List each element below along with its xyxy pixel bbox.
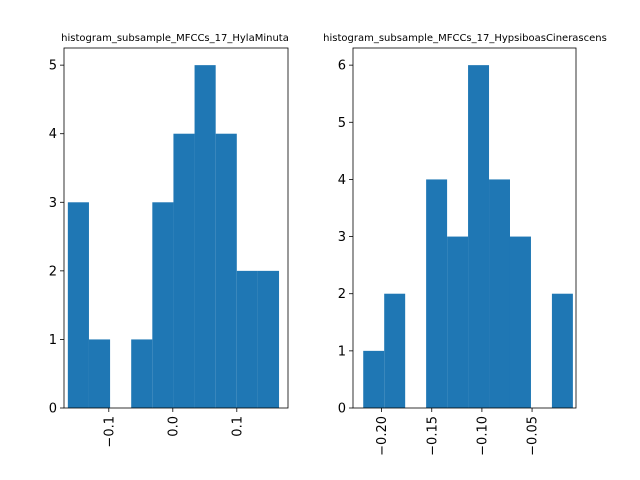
x-axis-ticks: −0.1 0.0 0.1 xyxy=(102,408,245,448)
y-tick-label: 5 xyxy=(338,116,346,131)
histogram-bar xyxy=(131,339,153,408)
y-axis-ticks: 0 1 2 3 4 5 xyxy=(49,59,64,417)
histogram-bar xyxy=(173,133,195,408)
histogram-bar xyxy=(509,236,531,408)
histogram-bar xyxy=(67,202,89,408)
y-tick-label: 0 xyxy=(338,402,346,417)
x-tick-label: −0.15 xyxy=(425,416,440,456)
histogram-bar xyxy=(384,293,406,408)
x-tick-label: −0.1 xyxy=(102,416,117,448)
y-tick-label: 3 xyxy=(338,230,346,245)
histogram-hylaminuta: histogram_subsample_MFCCs_17_HylaMinuta … xyxy=(49,33,289,448)
histogram-hypsiboascinerascens: histogram_subsample_MFCCs_17_HypsiboasCi… xyxy=(323,33,607,456)
y-tick-label: 4 xyxy=(49,127,57,142)
y-tick-label: 2 xyxy=(338,287,346,302)
histogram-bar xyxy=(447,236,469,408)
x-tick-label: −0.05 xyxy=(526,416,541,456)
axes-frame xyxy=(352,47,577,409)
x-tick-label: −0.10 xyxy=(475,416,490,456)
y-tick-label: 3 xyxy=(49,196,57,211)
histogram-bar xyxy=(194,65,216,408)
bars xyxy=(67,65,280,408)
y-tick-label: 1 xyxy=(49,333,57,348)
axes-frame xyxy=(63,47,289,409)
chart-title: histogram_subsample_MFCCs_17_HypsiboasCi… xyxy=(323,33,607,44)
histogram-bar xyxy=(426,179,448,408)
x-tick-label: −0.20 xyxy=(375,416,390,456)
y-tick-label: 4 xyxy=(338,173,346,188)
histogram-bar xyxy=(152,202,174,408)
y-tick-label: 6 xyxy=(338,59,346,74)
y-tick-label: 2 xyxy=(49,264,57,279)
histogram-bar xyxy=(88,339,111,408)
histogram-bar xyxy=(363,350,385,408)
histogram-bar xyxy=(257,270,280,408)
x-axis-ticks: −0.20 −0.15 −0.10 −0.05 xyxy=(375,408,541,456)
histogram-bar xyxy=(236,270,258,408)
histogram-bar xyxy=(468,65,490,408)
chart-title: histogram_subsample_MFCCs_17_HylaMinuta xyxy=(61,33,289,44)
histogram-bar xyxy=(489,179,510,408)
y-axis-ticks: 0 1 2 3 4 5 6 xyxy=(338,59,353,417)
y-tick-label: 0 xyxy=(49,402,57,417)
histogram-bar xyxy=(551,293,573,408)
y-tick-label: 5 xyxy=(49,59,57,74)
bars xyxy=(363,65,573,408)
x-tick-label: 0.0 xyxy=(166,416,181,437)
x-tick-label: 0.1 xyxy=(230,416,245,437)
y-tick-label: 1 xyxy=(338,344,346,359)
histogram-bar xyxy=(215,133,237,408)
